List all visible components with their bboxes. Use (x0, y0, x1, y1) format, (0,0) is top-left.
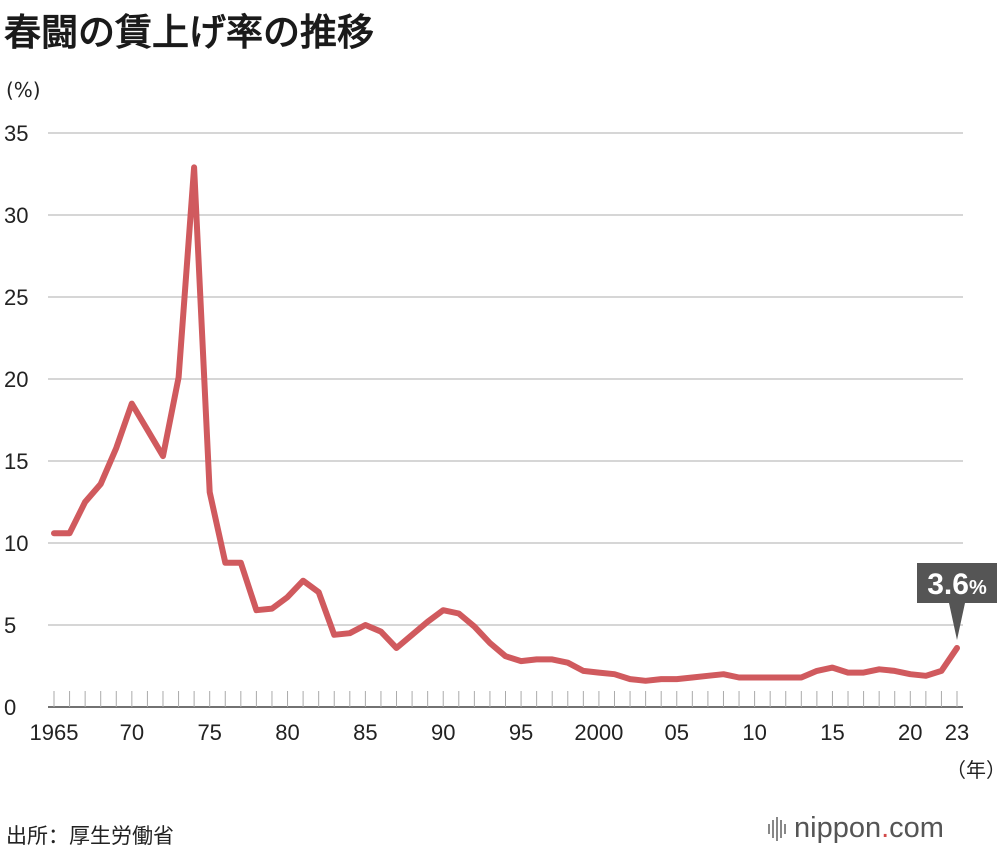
y-tick-label: 15 (4, 449, 28, 474)
x-tick-label: 85 (353, 720, 377, 745)
series-line (51, 164, 960, 684)
x-tick-label: 23 (945, 720, 969, 745)
x-tick-label: 10 (742, 720, 766, 745)
nippon-com-logo: nippon. com (768, 812, 944, 845)
x-tick-label: 05 (665, 720, 689, 745)
callout-box (917, 563, 997, 640)
x-tick-label: 80 (275, 720, 299, 745)
chart-title: 春闘の賃上げ率の推移 (4, 11, 374, 54)
y-tick-label: 0 (4, 695, 16, 720)
brand-dot: . (881, 812, 890, 844)
y-tick-label: 25 (4, 285, 28, 310)
callout-label: 3.6% (927, 568, 987, 601)
brand-name: nippon (794, 812, 882, 844)
y-tick-label: 20 (4, 367, 28, 392)
x-tick-label: 2000 (574, 720, 623, 745)
y-tick-label: 30 (4, 203, 28, 228)
x-tick-label: 70 (120, 720, 144, 745)
source-note: 出所：厚生労働省 (6, 824, 174, 848)
y-tick-label: 35 (4, 121, 28, 146)
x-tick-label: 95 (509, 720, 533, 745)
logo-bars-icon (768, 816, 786, 841)
y-tick-label: 5 (4, 613, 16, 638)
y-tick-label: 10 (4, 531, 28, 556)
x-tick-label: 15 (820, 720, 844, 745)
brand-suffix: com (889, 812, 944, 844)
x-axis-unit: （年） (946, 758, 1000, 782)
x-tick-label: 90 (431, 720, 455, 745)
x-tick-label: 75 (197, 720, 221, 745)
x-tick-label: 20 (898, 720, 922, 745)
x-tick-label: 1965 (30, 720, 79, 745)
y-axis-unit: (%) (6, 78, 41, 102)
